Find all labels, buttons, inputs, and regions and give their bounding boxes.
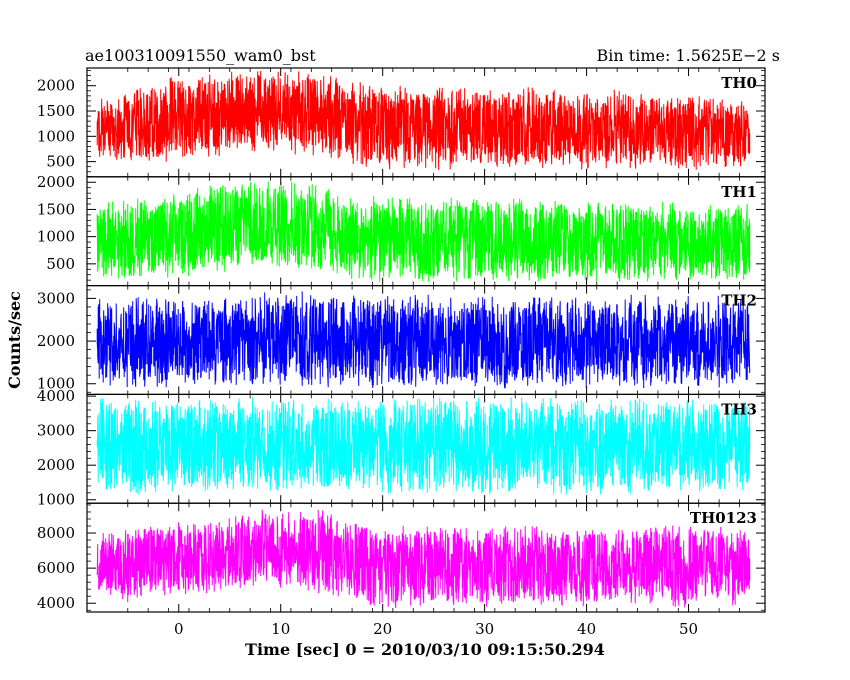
y-tick-label: 500 (46, 153, 75, 171)
y-tick-label: 4000 (37, 387, 75, 405)
y-tick-label: 500 (46, 255, 75, 273)
y-tick-label: 1500 (37, 200, 75, 218)
y-tick-label: 6000 (37, 559, 75, 577)
y-tick-label: 2000 (37, 456, 75, 474)
y-tick-label: 1000 (37, 228, 75, 246)
x-tick-label: 20 (373, 620, 392, 638)
panel-frame (86, 502, 766, 613)
y-tick-label: 3000 (37, 422, 75, 440)
x-tick-label: 30 (475, 620, 494, 638)
x-tick-label: 40 (577, 620, 596, 638)
x-tick-label: 50 (679, 620, 698, 638)
y-axis-label: Counts/sec (5, 291, 24, 389)
y-tick-label: 1000 (37, 127, 75, 145)
y-tick-label: 3000 (37, 289, 75, 307)
y-tick-label: 1000 (37, 375, 75, 393)
x-tick-label: 0 (174, 620, 184, 638)
series-th1 (96, 181, 751, 282)
panel-label-th1: TH1 (721, 183, 757, 201)
panel-th0123: 4000 6000 8000 TH0123 (37, 502, 766, 613)
series-th0123 (96, 509, 751, 609)
series-th3 (96, 396, 751, 495)
y-tick-label: 2000 (37, 332, 75, 350)
y-tick-label: 4000 (37, 594, 75, 612)
panel-label-th0: TH0 (721, 74, 757, 92)
y-tick-label: 2000 (37, 173, 75, 191)
panel-th2: 1000 2000 3000 TH2 (37, 285, 766, 396)
panels: 500 1000 1500 2000 TH0 500 1000 1500 2000 TH1 1000… (37, 67, 766, 613)
x-tick-label: 10 (271, 620, 290, 638)
panel-th3: 1000 2000 3000 4000 TH3 (37, 387, 766, 509)
panel-label-th2: TH2 (721, 292, 757, 310)
series-th2 (96, 291, 751, 389)
x-axis: 0 10 20 30 40 50 (174, 620, 698, 638)
y-tick-label: 1500 (37, 102, 75, 120)
x-axis-label: Time [sec] 0 = 2010/03/10 09:15:50.294 (245, 640, 605, 659)
series-th0 (96, 70, 751, 171)
chart-title: ae100310091550_wam0_bst (85, 46, 316, 65)
y-tick-label: 1000 (37, 491, 75, 509)
bin-time-label: Bin time: 1.5625E−2 s (597, 46, 780, 65)
panel-label-th3: TH3 (721, 400, 757, 418)
y-tick-label: 8000 (37, 524, 75, 542)
y-tick-label: 2000 (37, 77, 75, 95)
panel-label-th0123: TH0123 (690, 509, 757, 527)
panel-th0: 500 1000 1500 2000 TH0 (37, 67, 766, 178)
panel-th1: 500 1000 1500 2000 TH1 (37, 173, 766, 287)
